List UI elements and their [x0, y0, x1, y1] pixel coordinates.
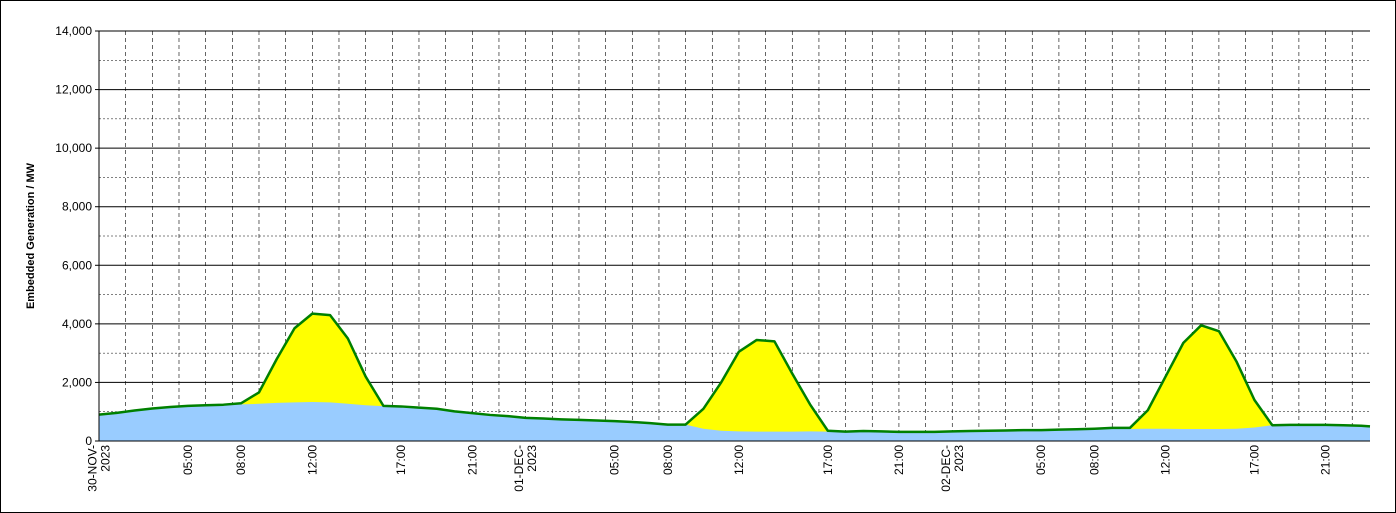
x-tick-label: 21:00: [465, 445, 479, 475]
x-tick-label: 12:00: [1159, 445, 1173, 475]
x-tick-label: 30-NOV-: [86, 445, 100, 492]
y-tick-label: 6,000: [62, 258, 92, 272]
x-tick-label: 2023: [525, 445, 539, 472]
x-tick-label: 21:00: [1319, 445, 1333, 475]
x-tick-label: 2023: [99, 445, 113, 472]
x-tick-label: 12:00: [305, 445, 319, 475]
x-tick-label: 17:00: [394, 445, 408, 475]
total-line-series: [98, 312, 1371, 434]
y-tick-label: 2,000: [62, 375, 92, 389]
area-series: [99, 313, 1370, 441]
x-tick-label: 08:00: [1088, 445, 1102, 475]
y-tick-label: 12,000: [55, 83, 92, 97]
x-tick-label: 08:00: [661, 445, 675, 475]
y-tick-label: 10,000: [55, 141, 92, 155]
y-tick-label: 4,000: [62, 317, 92, 331]
x-tick-label: 17:00: [821, 445, 835, 475]
x-tick-label: 08:00: [234, 445, 248, 475]
y-tick-label: 14,000: [55, 24, 92, 38]
x-tick-label: 05:00: [1034, 445, 1048, 475]
x-tick-label: 05:00: [181, 445, 195, 475]
x-tick-label: 12:00: [732, 445, 746, 475]
x-tick-label: 21:00: [892, 445, 906, 475]
y-tick-labels: 0 2,000 4,000 6,000 8,000 10,000 12,000 14,000: [55, 24, 92, 448]
y-axis-title: Embedded Generation / MW: [25, 162, 37, 309]
x-tick-label: 01-DEC-: [512, 445, 526, 492]
total-line: [98, 312, 1371, 434]
x-tick-labels: 30-NOV- 2023 05:00 08:00 12:00 17:00 21:00 01-D…: [86, 445, 1333, 492]
axes: [95, 30, 1370, 442]
y-tick-label: 0: [85, 434, 92, 448]
x-tick-label: 02-DEC-: [939, 445, 953, 492]
x-tick-label: 2023: [952, 445, 966, 472]
base-area: [99, 402, 1370, 441]
x-tick-label: 05:00: [608, 445, 622, 475]
x-tick-label: 17:00: [1248, 445, 1262, 475]
y-tick-label: 8,000: [62, 200, 92, 214]
